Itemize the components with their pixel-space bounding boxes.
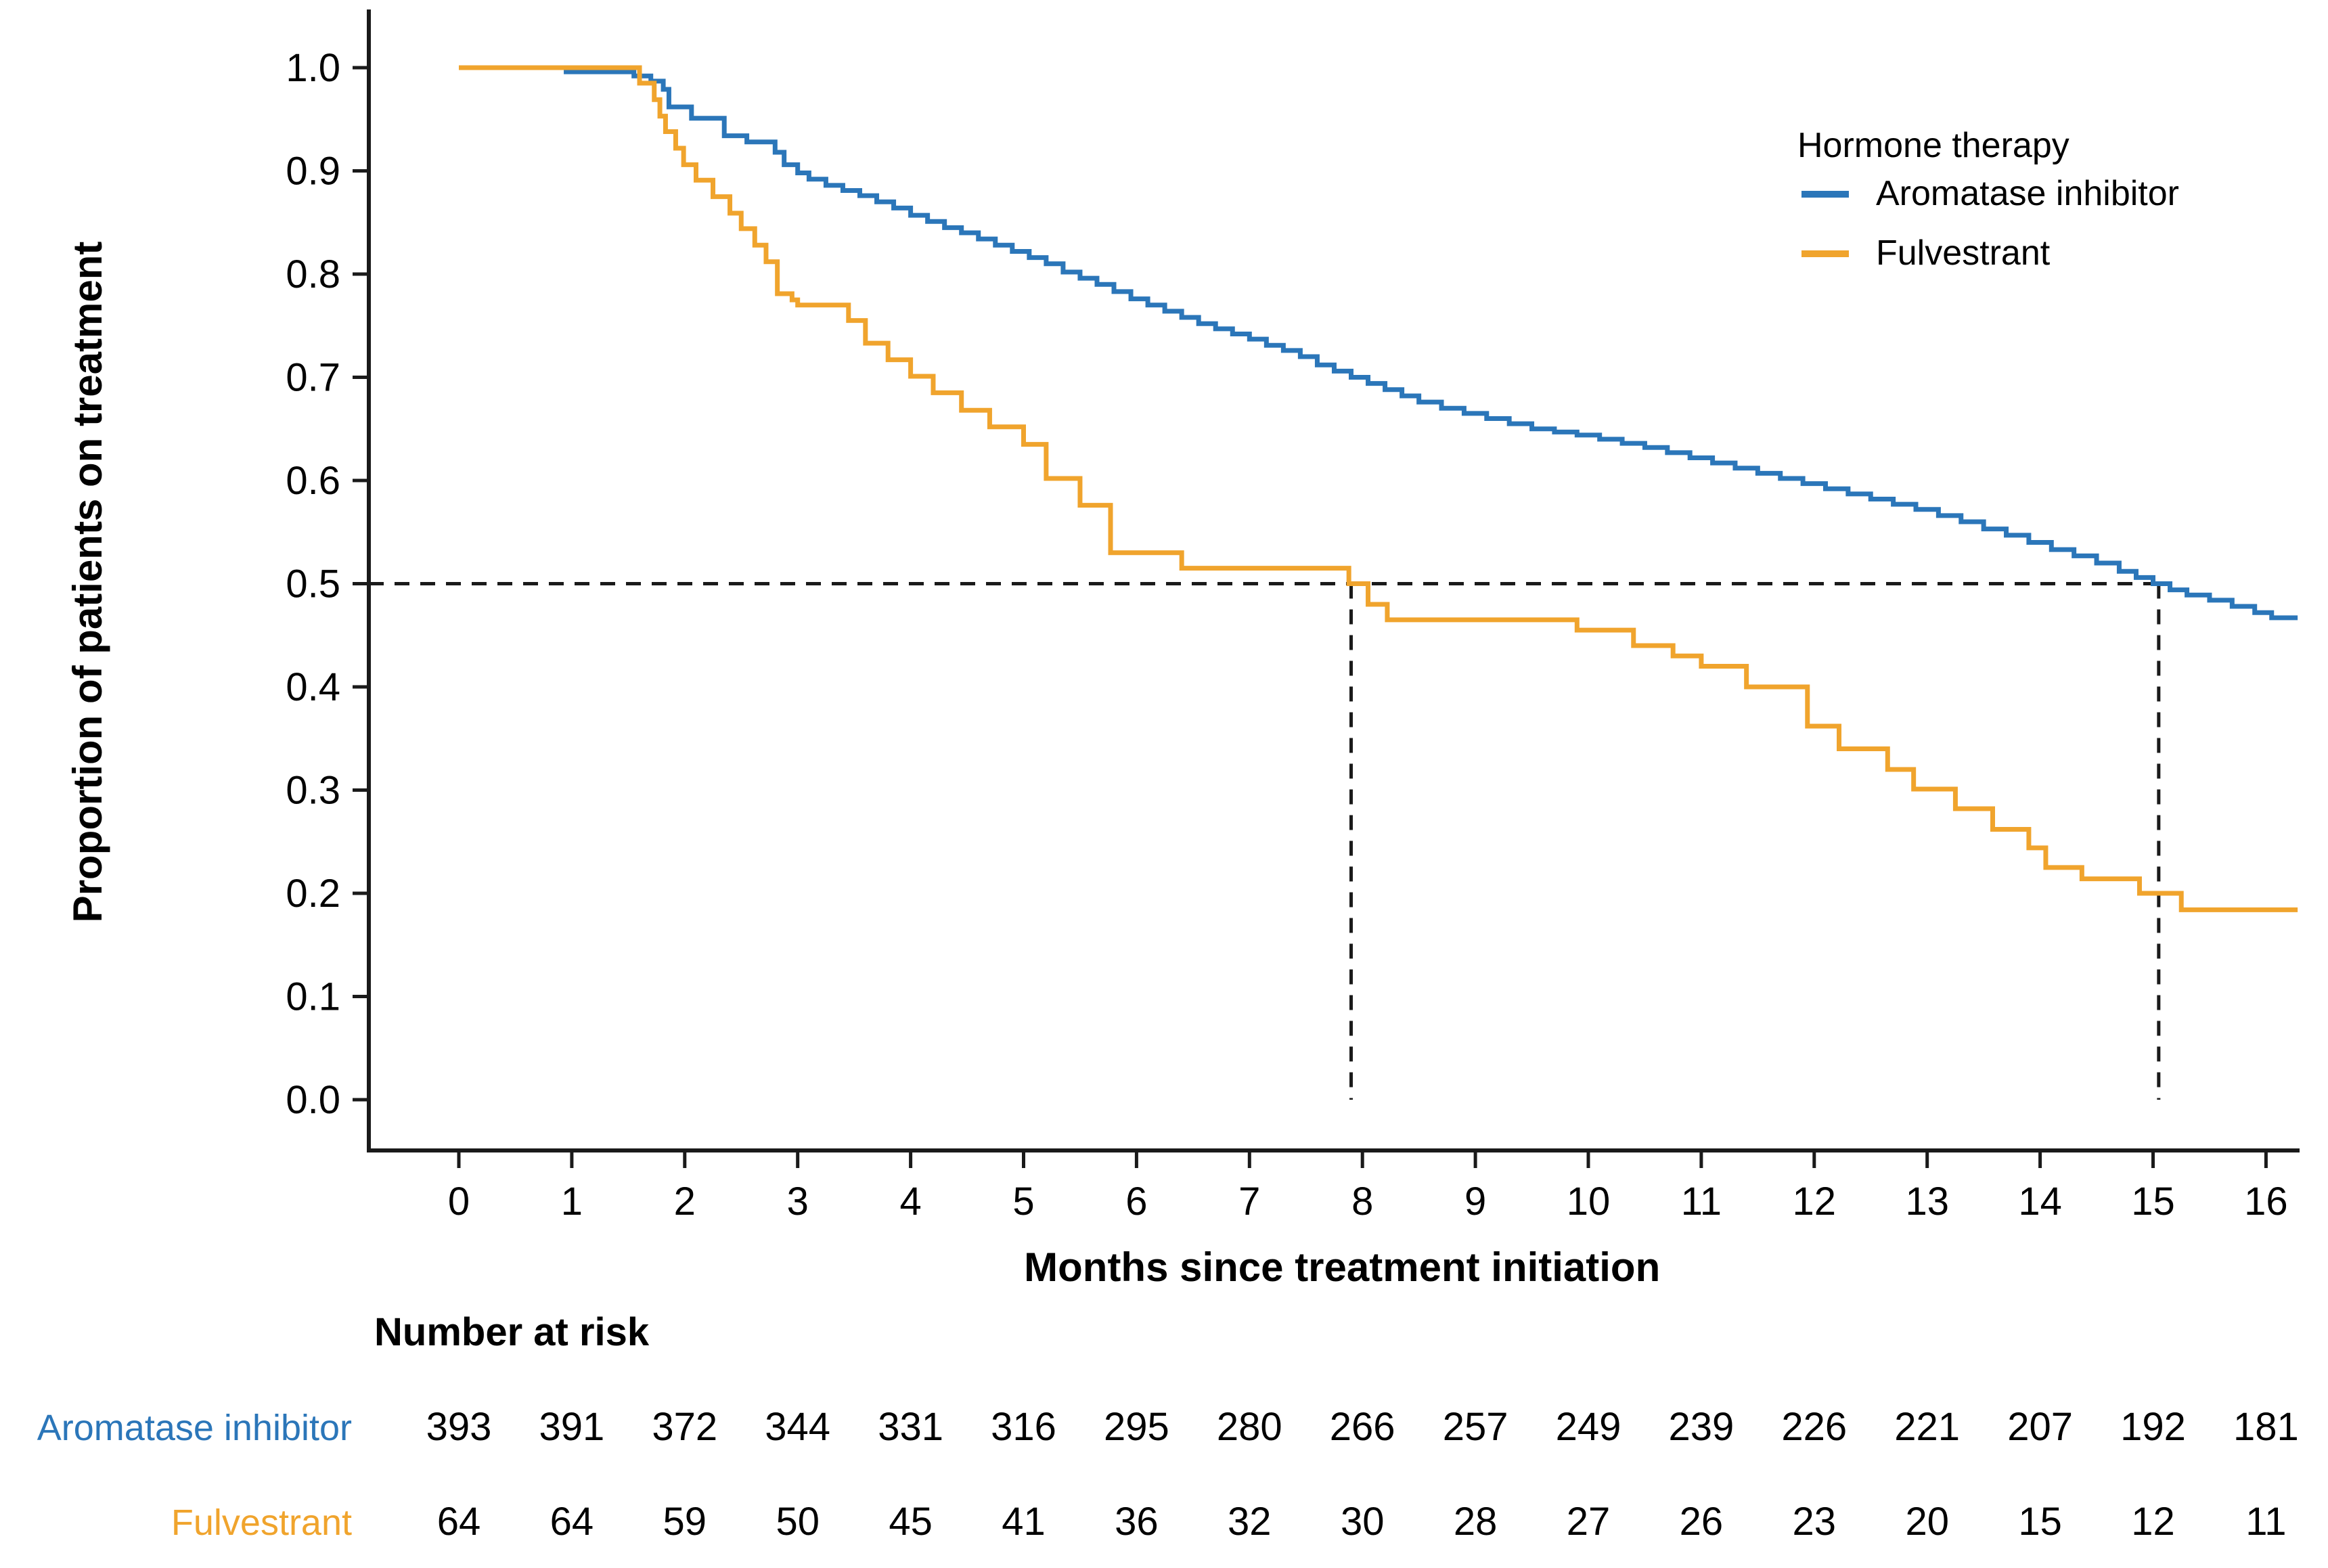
risk-value: 36 — [1115, 1500, 1159, 1544]
y-axis-tick-label: 0.7 — [286, 356, 340, 400]
risk-value: 41 — [1002, 1500, 1046, 1544]
x-axis-tick-label: 13 — [1905, 1180, 1949, 1224]
x-axis-tick-label: 2 — [674, 1180, 696, 1224]
risk-value: 226 — [1781, 1405, 1847, 1449]
x-axis-tick-label: 11 — [1681, 1180, 1722, 1224]
y-axis-tick-label: 0.2 — [286, 872, 340, 916]
risk-value: 372 — [652, 1405, 717, 1449]
x-axis-tick-label: 16 — [2244, 1180, 2288, 1224]
risk-value: 11 — [2245, 1500, 2286, 1544]
risk-value: 391 — [539, 1405, 605, 1449]
y-axis-tick-label: 0.3 — [286, 769, 340, 813]
risk-value: 28 — [1454, 1500, 1498, 1544]
x-axis-tick-label: 6 — [1125, 1180, 1147, 1224]
risk-value: 26 — [1680, 1500, 1724, 1544]
x-axis-title: Months since treatment initiation — [1024, 1245, 1660, 1290]
x-axis-tick-label: 15 — [2131, 1180, 2175, 1224]
y-axis-tick-label: 0.6 — [286, 459, 340, 503]
x-axis-tick-label: 10 — [1567, 1180, 1611, 1224]
x-axis-tick-label: 14 — [2018, 1180, 2062, 1224]
risk-value: 20 — [1905, 1500, 1949, 1544]
x-axis-tick-label: 4 — [899, 1180, 921, 1224]
x-axis-tick-label: 12 — [1793, 1180, 1837, 1224]
risk-value: 59 — [663, 1500, 707, 1544]
risk-value: 280 — [1217, 1405, 1282, 1449]
x-axis-tick-label: 8 — [1351, 1180, 1373, 1224]
risk-value: 207 — [2007, 1405, 2073, 1449]
x-axis-tick-label: 0 — [448, 1180, 470, 1224]
legend-label-aromatase-inhibitor: Aromatase inhibitor — [1876, 174, 2179, 213]
risk-value: 27 — [1567, 1500, 1611, 1544]
risk-value: 331 — [878, 1405, 943, 1449]
y-axis-title: Proportion of patients on treatment — [65, 242, 110, 923]
x-axis-tick-label: 5 — [1012, 1180, 1034, 1224]
x-axis-tick-label: 9 — [1464, 1180, 1486, 1224]
x-axis-tick-label: 1 — [561, 1180, 583, 1224]
risk-value: 181 — [2233, 1405, 2299, 1449]
km-curve-fulvestrant — [459, 65, 2298, 912]
y-axis-tick-label: 0.5 — [286, 562, 340, 606]
risk-value: 32 — [1228, 1500, 1272, 1544]
x-axis-tick-label: 3 — [787, 1180, 809, 1224]
y-axis-tick-label: 0.8 — [286, 252, 340, 296]
risk-value: 239 — [1669, 1405, 1734, 1449]
y-axis-tick-label: 0.4 — [286, 665, 340, 709]
risk-table-title: Number at risk — [374, 1310, 650, 1354]
x-axis-tick-label: 7 — [1238, 1180, 1260, 1224]
risk-value: 221 — [1894, 1405, 1960, 1449]
y-axis-tick-label: 0.9 — [286, 150, 340, 194]
risk-value: 316 — [991, 1405, 1056, 1449]
risk-value: 344 — [765, 1405, 830, 1449]
risk-value: 15 — [2018, 1500, 2062, 1544]
km-curve-aromatase-inhibitor — [459, 65, 2298, 621]
risk-value: 393 — [426, 1405, 492, 1449]
risk-row-label-fulvestrant: Fulvestrant — [171, 1502, 352, 1543]
risk-value: 266 — [1330, 1405, 1395, 1449]
risk-value: 192 — [2120, 1405, 2186, 1449]
risk-value: 295 — [1104, 1405, 1169, 1449]
risk-value: 64 — [437, 1500, 481, 1544]
risk-row-label-aromatase-inhibitor: Aromatase inhibitor — [37, 1408, 352, 1448]
y-axis-tick-label: 0.1 — [286, 975, 340, 1019]
y-axis-tick-label: 1.0 — [286, 46, 340, 90]
y-axis-tick-label: 0.0 — [286, 1078, 340, 1122]
risk-value: 45 — [889, 1500, 933, 1544]
legend-title: Hormone therapy — [1797, 126, 2069, 165]
risk-value: 50 — [776, 1500, 820, 1544]
risk-value: 12 — [2131, 1500, 2175, 1544]
legend-label-fulvestrant: Fulvestrant — [1876, 233, 2051, 273]
risk-value: 30 — [1341, 1500, 1385, 1544]
risk-value: 257 — [1443, 1405, 1508, 1449]
risk-value: 249 — [1556, 1405, 1621, 1449]
risk-value: 64 — [550, 1500, 594, 1544]
risk-value: 23 — [1793, 1500, 1837, 1544]
